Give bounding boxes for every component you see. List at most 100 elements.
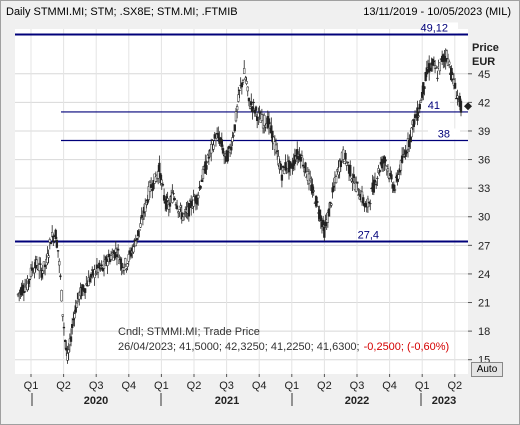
info-ohlc-values: 26/04/2023; 41,5000; 42,3250; 41,2250; 4… xyxy=(118,341,360,353)
candle-body xyxy=(327,208,331,217)
candle-body xyxy=(291,165,294,169)
candle-body xyxy=(180,212,183,220)
candle-body xyxy=(280,174,284,181)
candle-body xyxy=(60,290,63,302)
candle-body xyxy=(214,138,218,141)
candle-body xyxy=(124,258,127,265)
info-line-2: 26/04/2023; 41,5000; 42,3250; 41,2250; 4… xyxy=(118,341,449,353)
candle-body xyxy=(75,302,79,308)
candle-body xyxy=(187,202,190,217)
candle-body xyxy=(120,262,123,270)
candle-body xyxy=(221,148,225,154)
candle-body xyxy=(141,218,145,220)
candle-body xyxy=(432,60,436,63)
candle-body xyxy=(357,194,360,196)
candle-body xyxy=(71,324,74,329)
candle-body xyxy=(350,178,353,182)
candle-body xyxy=(399,160,403,171)
x-tick-label: Q2 xyxy=(187,380,202,392)
candle-body xyxy=(410,127,413,138)
candle-body xyxy=(138,228,141,231)
candle-body xyxy=(122,267,126,271)
candle-body xyxy=(276,150,279,152)
candle-body xyxy=(387,178,391,180)
candle-body xyxy=(166,198,169,201)
candle-body xyxy=(438,62,441,72)
candle-body xyxy=(417,115,420,117)
candle-body xyxy=(405,151,408,154)
candle-body xyxy=(39,263,42,265)
candle-body xyxy=(125,268,128,271)
currency-label: EUR xyxy=(472,56,495,68)
candle-body xyxy=(146,199,149,204)
candle-body xyxy=(316,201,319,203)
candle-body xyxy=(254,106,258,111)
candle-body xyxy=(106,261,109,266)
candle-body xyxy=(309,178,312,181)
candle-body xyxy=(151,188,154,192)
x-tick-label: Q4 xyxy=(252,380,267,392)
level-label-bg xyxy=(418,99,450,111)
plot-area xyxy=(15,29,468,374)
candle-body xyxy=(23,286,27,292)
candle-body xyxy=(373,179,377,183)
x-tick-label: Q4 xyxy=(121,380,136,392)
candle-body xyxy=(393,189,397,191)
level-lines: 49,12 41 38 27,4 xyxy=(15,22,468,243)
candle-body xyxy=(329,201,332,204)
candle-body xyxy=(41,270,44,274)
candle-body xyxy=(343,161,346,165)
candle-body xyxy=(312,190,315,192)
chart-title: Daily STMMI.MI; STM; .SX8E; STM.MI; .FTM… xyxy=(6,6,238,18)
candle-body xyxy=(226,150,229,162)
candle-body xyxy=(67,349,70,353)
candle-body xyxy=(165,196,168,210)
candle-body xyxy=(263,115,266,126)
candle-body xyxy=(213,134,216,139)
candle-body xyxy=(55,240,59,248)
candle-body xyxy=(334,176,338,184)
candle-body xyxy=(197,195,200,199)
candle-body xyxy=(179,205,182,208)
candle-body xyxy=(160,179,163,184)
candle-body xyxy=(362,197,365,204)
candle-body xyxy=(238,89,241,91)
year-label: 2020 xyxy=(84,395,108,407)
y-tick-label: 21 xyxy=(478,298,490,310)
candle-body xyxy=(346,161,350,164)
level-label: 27,4 xyxy=(358,230,379,242)
y-tick-label: 18 xyxy=(478,326,490,338)
x-tick-label: Q3 xyxy=(350,380,365,392)
candle-body xyxy=(111,252,114,254)
y-tick-label: 33 xyxy=(478,183,490,195)
candle-body xyxy=(98,262,101,268)
y-tick-label: 42 xyxy=(478,97,490,109)
candle-body xyxy=(435,67,438,69)
candle-body xyxy=(323,226,326,238)
candle-body xyxy=(95,264,99,270)
candle-body xyxy=(100,264,103,267)
candle-body xyxy=(33,267,36,274)
candle-body xyxy=(158,162,161,172)
candle-body xyxy=(324,222,327,226)
candle-body xyxy=(30,267,34,271)
candle-body xyxy=(400,155,404,163)
y-tick-label: 30 xyxy=(478,212,490,224)
candle-body xyxy=(73,313,76,319)
candle-body xyxy=(235,106,239,111)
candle-body xyxy=(436,77,439,79)
candle-body xyxy=(237,94,240,102)
auto-scale-button[interactable]: Auto xyxy=(471,362,503,377)
candle-body xyxy=(349,164,352,177)
candle-body xyxy=(127,254,130,262)
candle-body xyxy=(230,146,233,151)
candle-body xyxy=(205,165,208,170)
candle-body xyxy=(119,258,122,263)
candle-body xyxy=(448,61,451,65)
level-label-bg xyxy=(426,22,458,34)
info-change: -0,2500; (-0,60%) xyxy=(364,341,450,353)
x-tick-label: Q1 xyxy=(284,380,299,392)
candle-body xyxy=(211,140,214,145)
